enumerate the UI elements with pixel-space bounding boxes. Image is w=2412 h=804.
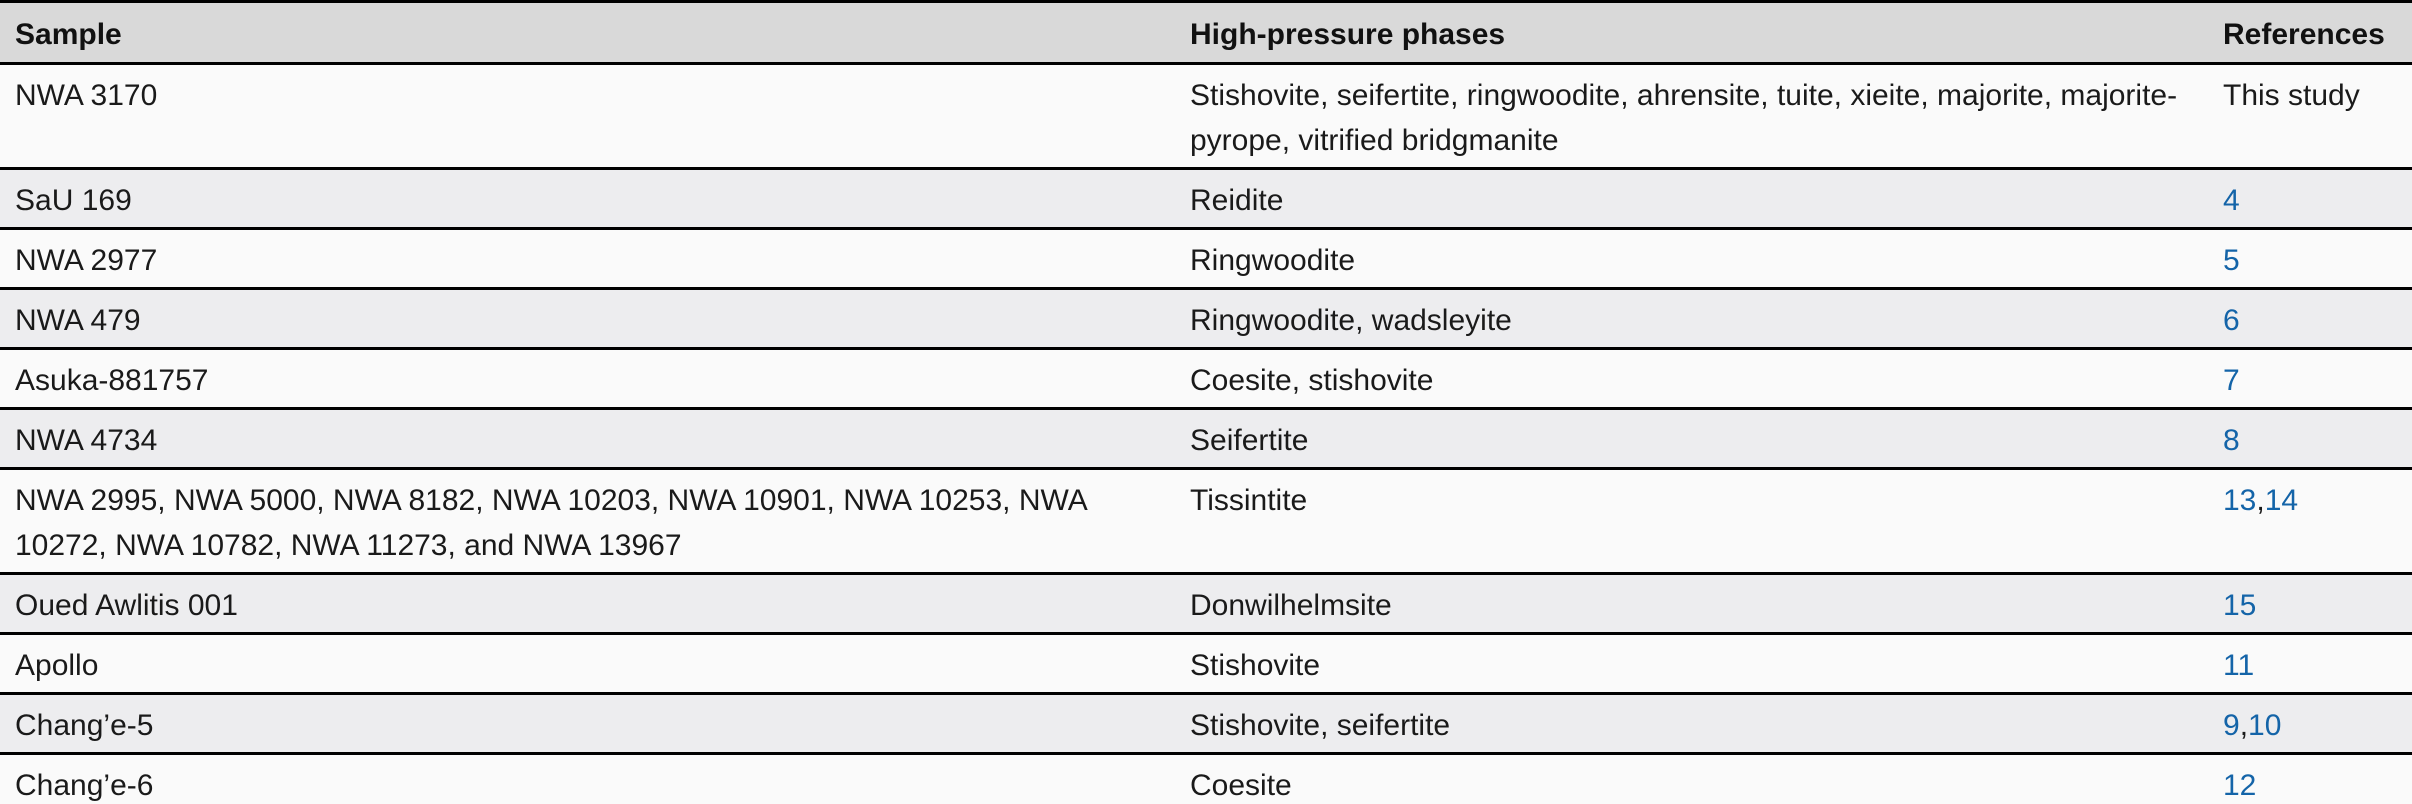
table-row: Apollo Stishovite 11	[0, 635, 2412, 695]
references-cell: 4	[2208, 170, 2412, 227]
reference-link[interactable]: 7	[2223, 364, 2240, 397]
phases-cell: Stishovite, seifertite	[1190, 709, 1451, 742]
sample-cell: NWA 479	[15, 304, 141, 337]
phases-cell: Seifertite	[1190, 424, 1309, 457]
sample-cell: NWA 2995, NWA 5000, NWA 8182, NWA 10203,…	[15, 484, 1087, 562]
table-row: Oued Awlitis 001 Donwilhelmsite 15	[0, 575, 2412, 635]
table-header-row: Sample High-pressure phases References	[0, 3, 2412, 65]
table-row: SaU 169 Reidite 4	[0, 170, 2412, 230]
references-cell: 13,14	[2223, 484, 2299, 517]
phases-cell: Stishovite, seifertite, ringwoodite, ahr…	[1190, 79, 2178, 157]
references-cell: This study	[2208, 65, 2412, 167]
sample-cell: Oued Awlitis 001	[15, 589, 238, 622]
table-row: Asuka-881757 Coesite, stishovite 7	[0, 350, 2412, 410]
reference-link[interactable]: 10	[2248, 709, 2282, 742]
phases-cell: Reidite	[1190, 184, 1284, 217]
table-row: NWA 479 Ringwoodite, wadsleyite 6	[0, 290, 2412, 350]
column-header-sample: Sample	[15, 18, 122, 51]
reference-link[interactable]: 15	[2223, 589, 2257, 622]
reference-link[interactable]: 9	[2223, 709, 2240, 742]
phases-cell: Stishovite	[1190, 649, 1321, 682]
reference-link[interactable]: 13	[2223, 484, 2257, 517]
sample-cell: NWA 3170	[15, 79, 158, 112]
table-row: Chang’e-5 Stishovite, seifertite 9,10	[0, 695, 2412, 755]
sample-cell: Asuka-881757	[15, 364, 209, 397]
sample-cell: NWA 4734	[15, 424, 158, 457]
references-cell: 8	[2208, 410, 2412, 467]
table-row: NWA 2995, NWA 5000, NWA 8182, NWA 10203,…	[0, 470, 2412, 575]
phases-cell: Coesite, stishovite	[1190, 364, 1434, 397]
phases-cell: Ringwoodite, wadsleyite	[1190, 304, 1512, 337]
column-header-phases: High-pressure phases	[1190, 18, 1506, 51]
references-cell: 15	[2208, 575, 2412, 632]
sample-cell: NWA 2977	[15, 244, 158, 277]
reference-link[interactable]: 8	[2223, 424, 2240, 457]
table-row: NWA 2977 Ringwoodite 5	[0, 230, 2412, 290]
phases-cell: Donwilhelmsite	[1190, 589, 1392, 622]
references-cell: 6	[2208, 290, 2412, 347]
phases-cell: Ringwoodite	[1190, 244, 1356, 277]
sample-cell: Apollo	[15, 649, 99, 682]
reference-link[interactable]: 4	[2223, 184, 2240, 217]
reference-text: This study	[2223, 79, 2360, 112]
table-row: NWA 3170 Stishovite, seifertite, ringwoo…	[0, 65, 2412, 170]
sample-cell: Chang’e-5	[15, 709, 154, 742]
reference-link[interactable]: 14	[2264, 484, 2299, 517]
reference-link[interactable]: 5	[2223, 244, 2240, 277]
references-cell: 9,10	[2223, 709, 2282, 742]
sample-cell: SaU 169	[15, 184, 132, 217]
reference-link[interactable]: 6	[2223, 304, 2240, 337]
references-cell: 12	[2208, 755, 2412, 804]
table-row: Chang’e-6 Coesite 12	[0, 755, 2412, 804]
references-cell: 7	[2208, 350, 2412, 407]
column-header-references: References	[2223, 18, 2385, 51]
sample-cell: Chang’e-6	[15, 769, 154, 802]
references-cell: 5	[2208, 230, 2412, 287]
table-row: NWA 4734 Seifertite 8	[0, 410, 2412, 470]
phases-cell: Tissintite	[1190, 484, 1308, 517]
references-cell: 11	[2208, 635, 2412, 692]
reference-link[interactable]: 11	[2223, 649, 2255, 682]
phases-cell: Coesite	[1190, 769, 1292, 802]
reference-link[interactable]: 12	[2223, 769, 2257, 802]
